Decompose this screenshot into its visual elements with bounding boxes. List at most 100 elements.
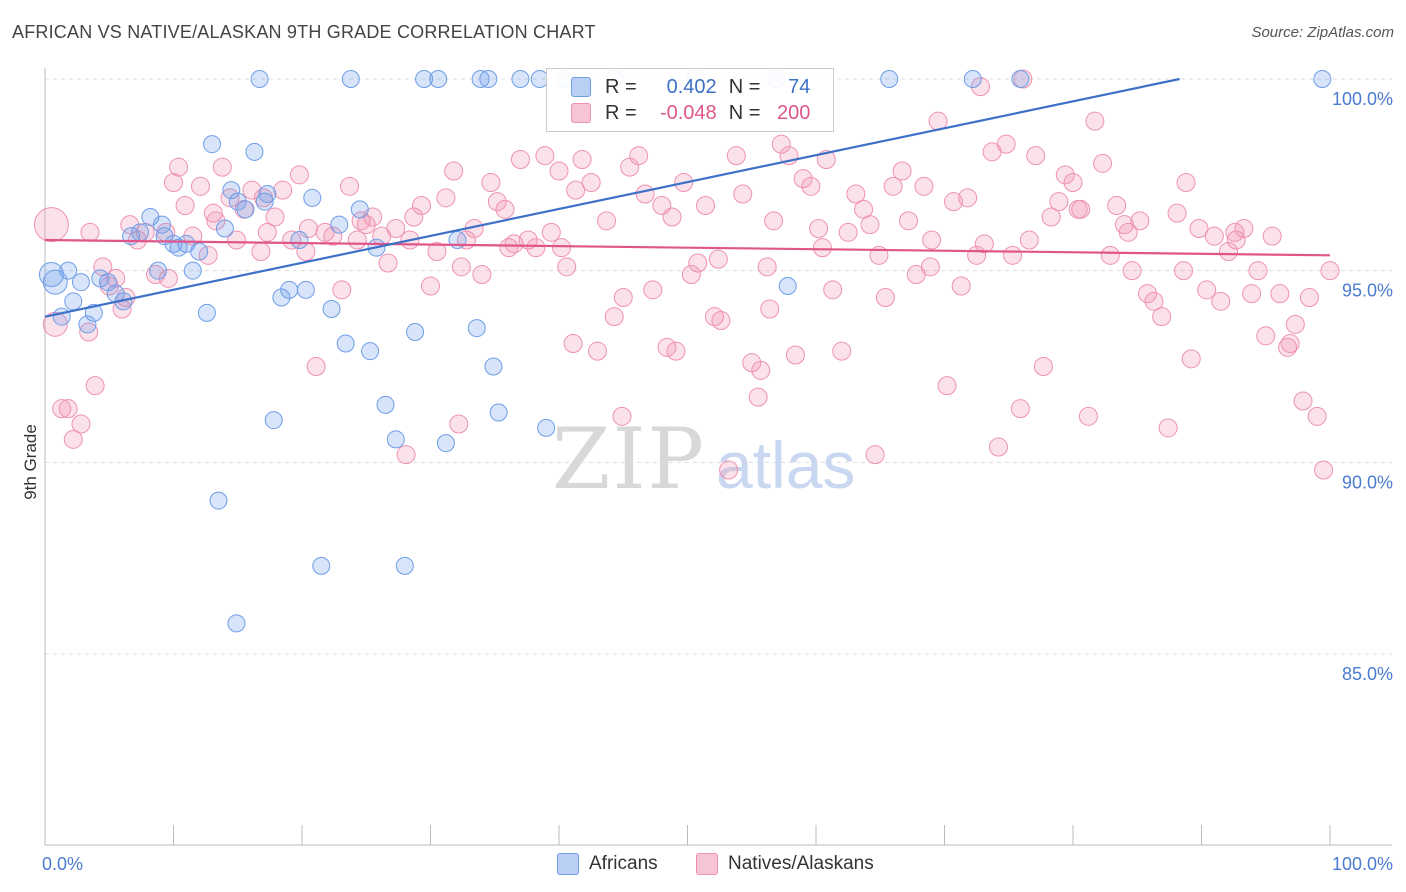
natives-point (212, 157, 232, 177)
natives-point (190, 176, 210, 196)
natives-point (257, 222, 277, 242)
watermark-atlas: atlas (716, 428, 855, 502)
africans-point (336, 334, 355, 353)
africans-point (1011, 70, 1030, 88)
africans-point (272, 288, 291, 307)
natives-point (427, 242, 447, 261)
natives-point (1248, 261, 1268, 281)
natives-point (613, 288, 633, 307)
africans-point (415, 70, 434, 88)
africans-point (471, 70, 490, 88)
natives-point (226, 230, 246, 250)
africans-r-value: 0.402 (666, 75, 717, 98)
natives-point (1314, 460, 1334, 480)
africans-point (245, 142, 264, 161)
natives-point (635, 184, 655, 204)
natives-point (748, 387, 768, 407)
watermark-zip: ZIP (552, 410, 706, 508)
natives-point (1107, 196, 1127, 215)
natives-point (404, 207, 424, 227)
natives-point (1167, 203, 1187, 223)
africans-point (222, 181, 241, 200)
africans-point (429, 70, 448, 88)
natives-point (1010, 399, 1030, 419)
natives-point (937, 376, 957, 396)
natives-point (996, 134, 1016, 154)
x-tick-label-start: 0.0% (42, 854, 83, 874)
natives-point (526, 238, 546, 258)
natives-point (549, 161, 569, 181)
africans-point (330, 215, 349, 234)
natives-point (63, 429, 83, 449)
natives-point (1204, 226, 1224, 246)
africans-point (152, 215, 171, 234)
natives-point (340, 176, 360, 196)
natives-point (444, 161, 464, 181)
africans-point (386, 430, 405, 449)
natives-point (1078, 406, 1098, 426)
y-tick-label: 90.0% (1342, 472, 1393, 492)
africans-point (341, 70, 360, 88)
natives-point (823, 280, 843, 300)
natives-point (1211, 291, 1231, 311)
natives-point (988, 437, 1008, 457)
natives-point (1100, 245, 1120, 265)
natives-point (164, 173, 183, 192)
natives-point (812, 238, 832, 258)
natives-point (289, 165, 309, 185)
natives-point (612, 406, 632, 426)
africans-n-label: N = (728, 75, 761, 98)
africans-point (880, 70, 899, 88)
natives-point (1307, 406, 1327, 426)
natives-n-value: 200 (777, 101, 811, 124)
africans-point (228, 192, 247, 211)
natives-point (899, 211, 919, 231)
africans-point (209, 491, 228, 510)
natives-point (1189, 219, 1209, 238)
bottom-natives-label: Natives/Alaskans (728, 853, 874, 874)
africans-point (963, 70, 982, 88)
natives-point (662, 207, 682, 227)
africans-n-value: 74 (788, 75, 811, 98)
natives-point (1181, 349, 1201, 369)
africans-point (59, 261, 78, 280)
natives-point (958, 188, 978, 208)
y-axis-label: 9th Grade (21, 424, 40, 500)
natives-point (421, 276, 440, 296)
africans-point (71, 273, 90, 292)
natives-point (332, 280, 352, 300)
africans-point (296, 280, 315, 299)
natives-point (1093, 153, 1113, 173)
natives-point (282, 230, 302, 250)
natives-point (793, 169, 813, 189)
africans-point (52, 307, 71, 326)
natives-point (643, 280, 663, 300)
africans-point (131, 223, 150, 242)
africans-point (361, 342, 380, 361)
trend-lines (44, 77, 1331, 318)
natives-point (920, 257, 940, 277)
natives-point (80, 222, 100, 242)
natives-point (883, 176, 903, 196)
natives-point (629, 146, 649, 166)
natives-point (719, 460, 739, 480)
africans-point (64, 292, 83, 311)
natives-point (535, 146, 555, 166)
africans-swatch (571, 77, 591, 97)
natives-point (922, 230, 942, 250)
africans-point (38, 262, 64, 287)
africans-point (236, 200, 255, 219)
watermark: ZIP atlas (552, 410, 855, 508)
natives-point (809, 219, 829, 238)
natives-point (242, 180, 262, 200)
bottom-africans-label: Africans (589, 853, 658, 874)
natives-point (1197, 280, 1217, 300)
natives-point (1003, 245, 1023, 265)
africans-point (303, 188, 322, 207)
natives-points (33, 69, 1340, 480)
natives-point (970, 77, 990, 97)
natives-point (1118, 222, 1138, 242)
axes (44, 68, 1392, 846)
natives-point (1049, 192, 1069, 212)
